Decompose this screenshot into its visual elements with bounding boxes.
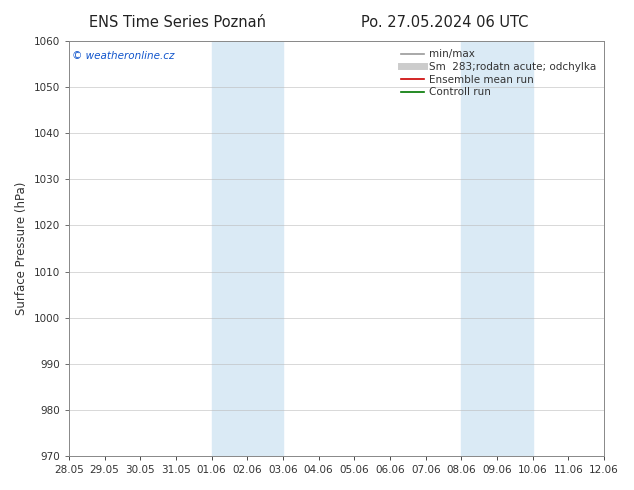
Legend: min/max, Sm  283;rodatn acute; odchylka, Ensemble mean run, Controll run: min/max, Sm 283;rodatn acute; odchylka, … xyxy=(398,46,599,100)
Y-axis label: Surface Pressure (hPa): Surface Pressure (hPa) xyxy=(15,182,28,315)
Text: Po. 27.05.2024 06 UTC: Po. 27.05.2024 06 UTC xyxy=(361,15,529,30)
Bar xyxy=(212,41,283,456)
Text: © weatheronline.cz: © weatheronline.cz xyxy=(72,51,174,61)
Text: ENS Time Series Poznań: ENS Time Series Poznań xyxy=(89,15,266,30)
Bar xyxy=(462,41,533,456)
